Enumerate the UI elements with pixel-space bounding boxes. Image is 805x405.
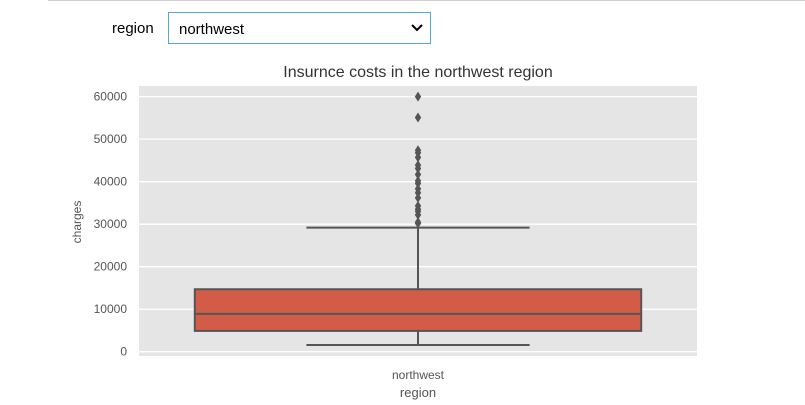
outlier-point xyxy=(414,200,422,211)
outlier-point xyxy=(414,192,422,203)
chevron-down-icon[interactable] xyxy=(410,22,424,34)
outlier-point xyxy=(414,112,422,123)
outlier-point xyxy=(414,91,422,102)
box-iqr xyxy=(193,288,643,332)
y-tick-label: 50000 xyxy=(94,132,128,146)
outlier-point xyxy=(414,217,422,228)
region-dropdown-value: northwest xyxy=(179,21,245,38)
y-tick-label: 60000 xyxy=(94,90,128,104)
region-dropdown[interactable]: northwest xyxy=(168,12,431,44)
y-tick-label: 10000 xyxy=(94,302,128,316)
x-axis-ticks: northwest xyxy=(392,368,445,382)
y-tick-label: 30000 xyxy=(94,217,128,231)
y-tick-label: 0 xyxy=(120,345,127,359)
y-tick-label: 20000 xyxy=(94,260,128,274)
x-tick-label: northwest xyxy=(392,368,445,382)
box-group xyxy=(193,91,643,346)
y-axis-ticks: 0 10000 20000 30000 40000 50000 60000 xyxy=(94,90,128,359)
chart-title: Insurnce costs in the northwest region xyxy=(283,64,552,81)
outlier-point xyxy=(414,160,422,171)
region-label: region xyxy=(112,20,154,37)
outlier-point xyxy=(414,169,422,180)
top-divider xyxy=(48,0,805,1)
outlier-point xyxy=(414,145,422,156)
outlier-point xyxy=(414,175,422,186)
outlier-point xyxy=(414,183,422,194)
x-axis-label: region xyxy=(400,385,436,400)
y-axis-label: charges xyxy=(70,201,84,244)
y-tick-label: 40000 xyxy=(94,175,128,189)
